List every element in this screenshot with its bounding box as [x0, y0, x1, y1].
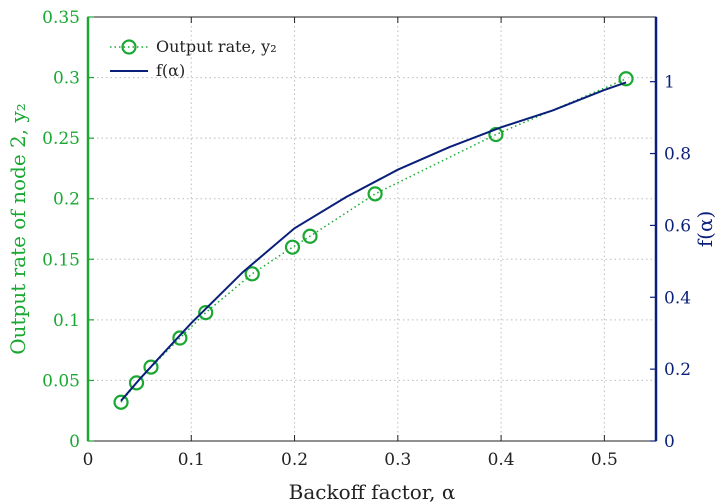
x-tick-label: 0.2	[281, 450, 308, 470]
series-y2-point	[302, 228, 318, 244]
y-left-tick-label: 0.1	[53, 311, 80, 331]
y-left-tick-label: 0.05	[42, 371, 80, 391]
x-tick-label: 0	[83, 450, 94, 470]
series-y2-point	[198, 304, 214, 321]
series-y2-line	[120, 78, 627, 403]
y-right-tick-label: 0.6	[664, 216, 691, 236]
legend: Output rate, y₂ f(α)	[110, 37, 277, 80]
y-left-tick-label: 0.25	[42, 129, 80, 149]
y-right-tick-label: 0.2	[664, 360, 691, 380]
series-y2-point	[488, 126, 504, 143]
y-right-tick-label: 0	[664, 432, 675, 452]
y-left-tick-label: 0.2	[53, 190, 80, 210]
y-right-tick-label: 0.4	[664, 288, 691, 308]
series-y2-point	[618, 71, 634, 87]
x-tick-label: 0.5	[591, 450, 618, 470]
x-tick-label: 0.3	[384, 450, 411, 470]
series-f-line	[120, 81, 627, 402]
series-y2-point	[284, 239, 301, 255]
y-left-tick-label: 0.3	[53, 69, 80, 89]
series-layer	[113, 71, 634, 410]
y-axis-left-label: Output rate of node 2, y₂	[6, 103, 30, 355]
y-left-tick-label: 0	[69, 432, 80, 452]
series-y2-point	[244, 266, 260, 282]
y-left-tick-label: 0.35	[42, 8, 80, 28]
series-y2-point	[113, 394, 129, 410]
grid-lines	[88, 17, 656, 441]
x-tick-label: 0.4	[488, 450, 515, 470]
series-y2-point	[128, 375, 145, 391]
series-y2-point	[143, 359, 159, 375]
y-left-tick-label: 0.15	[42, 250, 80, 270]
legend-marker-y2	[121, 39, 137, 55]
plot-frame	[87, 16, 657, 442]
x-tick-label: 0.1	[178, 450, 205, 470]
legend-label-y2: Output rate, y₂	[156, 37, 277, 56]
y-axis-right-label: f(α)	[693, 211, 717, 248]
axes-layer: 0 0.1 0.2 0.3 0.4 0.5 0 0.05 0.1 0.15 0.2 0.25 0.3 0.…	[42, 8, 691, 470]
series-y2-point	[172, 330, 188, 346]
series-y2-point	[367, 186, 383, 202]
legend-label-f: f(α)	[156, 61, 185, 80]
y-right-tick-label: 1	[664, 73, 675, 93]
x-axis-label: Backoff factor, α	[289, 480, 456, 502]
y-right-tick-label: 0.8	[664, 145, 691, 165]
